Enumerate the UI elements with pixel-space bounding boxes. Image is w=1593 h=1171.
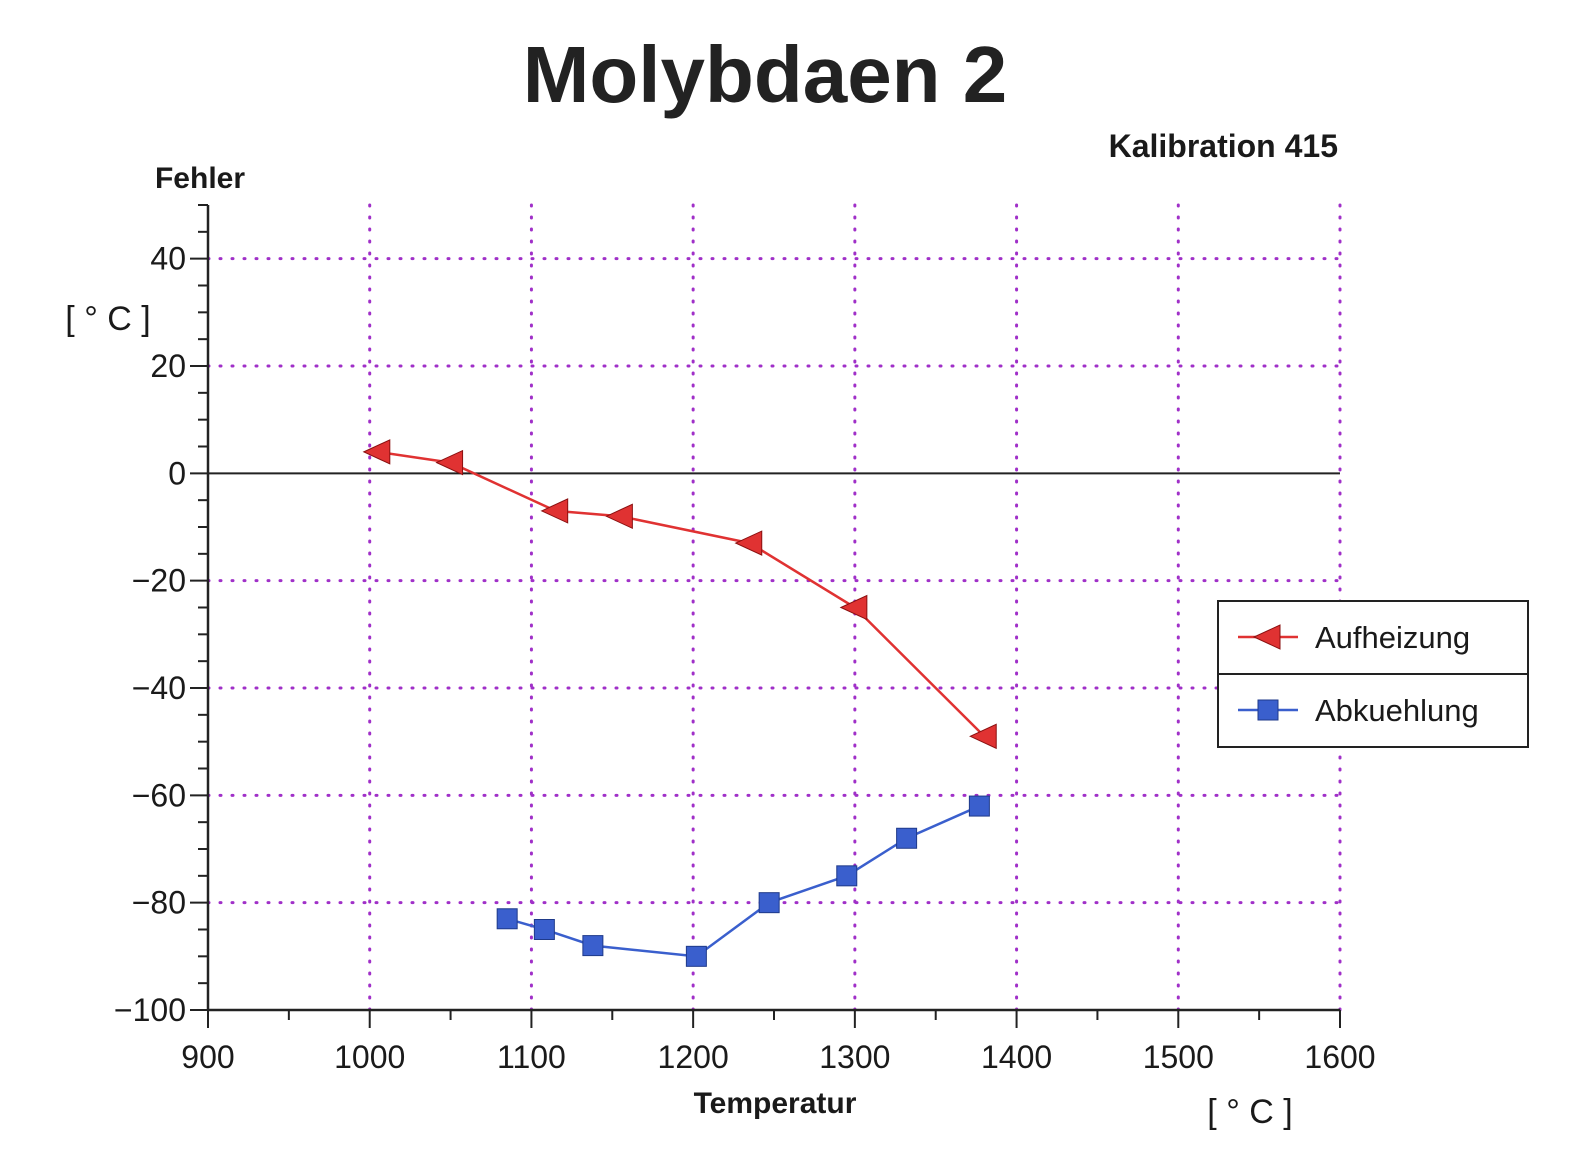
y-tick-label: 20	[150, 348, 186, 384]
y-tick-label: −80	[132, 885, 186, 921]
data-point	[758, 892, 780, 914]
grid	[206, 203, 1342, 1012]
data-point	[362, 439, 391, 465]
x-axis-unit: [ ° C ]	[1207, 1093, 1292, 1131]
x-axis-label: Temperatur	[694, 1087, 857, 1120]
x-tick-label: 1300	[819, 1039, 890, 1075]
data-point	[435, 449, 464, 476]
legend-label: Aufheizung	[1315, 620, 1470, 655]
x-tick-label: 1600	[1304, 1039, 1375, 1075]
y-tick-label: 40	[150, 241, 186, 277]
x-tick-label: 1000	[334, 1039, 405, 1075]
x-tick-label: 1200	[658, 1039, 729, 1075]
data-point	[685, 945, 707, 967]
data-point	[969, 723, 997, 750]
data-point	[582, 935, 604, 957]
data-point	[836, 865, 858, 887]
legend-swatch-marker	[1252, 624, 1281, 650]
chart-title: Molybdaen 2	[523, 30, 1008, 119]
legend-label: Abkuehlung	[1315, 693, 1479, 728]
data-point	[605, 503, 633, 530]
data-point	[734, 530, 763, 556]
y-tick-label: −100	[114, 992, 186, 1028]
series-layer	[362, 439, 997, 967]
y-tick-label: −40	[132, 670, 186, 706]
series-aufheizung	[362, 439, 997, 750]
legend-item-abkuehlung: Abkuehlung	[1238, 693, 1479, 728]
series-line	[377, 450, 986, 738]
axes: −100 −80 −60 −40 −20 0 20 40 900 1000 1100 1200 1300…	[114, 204, 1376, 1075]
data-point	[839, 594, 868, 621]
legend-swatch-marker	[1257, 699, 1279, 721]
x-tick-label: 900	[181, 1039, 234, 1075]
y-axis-label: Fehler	[155, 162, 245, 195]
x-tick-label: 1400	[981, 1039, 1052, 1075]
y-tick-label: −60	[132, 777, 186, 813]
x-tick-label: 1100	[497, 1039, 566, 1075]
x-tick-label: 1500	[1143, 1039, 1214, 1075]
data-point	[540, 498, 569, 524]
data-point	[968, 795, 990, 817]
legend-item-aufheizung: Aufheizung	[1238, 620, 1470, 655]
series-abkuehlung	[496, 795, 990, 967]
data-point	[896, 827, 918, 849]
y-axis-unit: [ ° C ]	[65, 300, 150, 338]
legend: Aufheizung Abkuehlung	[1217, 600, 1529, 748]
data-point	[533, 919, 555, 940]
data-point	[496, 908, 518, 930]
chart-subtitle: Kalibration 415	[1109, 128, 1338, 164]
y-tick-label: 0	[168, 455, 186, 491]
y-tick-label: −20	[132, 563, 186, 599]
